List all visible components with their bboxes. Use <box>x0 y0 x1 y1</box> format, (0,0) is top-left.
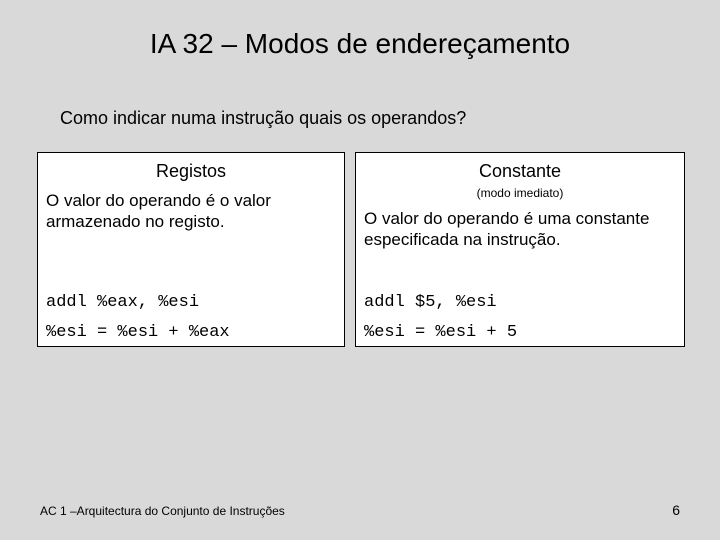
box-constante: Constante (modo imediato) O valor do ope… <box>355 152 685 347</box>
box-right-heading: Constante <box>356 161 684 182</box>
box-right-code2: %esi = %esi + 5 <box>364 323 517 342</box>
box-registos: Registos O valor do operando é o valor a… <box>37 152 345 347</box>
page-number: 6 <box>672 502 680 518</box>
box-right-sub: (modo imediato) <box>356 186 684 200</box>
slide-title: IA 32 – Modos de endereçamento <box>0 28 720 60</box>
box-left-desc: O valor do operando é o valor armazenado… <box>46 190 334 233</box>
box-right-desc: O valor do operando é uma constante espe… <box>364 208 674 251</box>
slide-subtitle: Como indicar numa instrução quais os ope… <box>60 108 466 129</box>
slide: IA 32 – Modos de endereçamento Como indi… <box>0 0 720 540</box>
footer-text: AC 1 –Arquitectura do Conjunto de Instru… <box>40 504 285 518</box>
box-left-code2: %esi = %esi + %eax <box>46 323 230 342</box>
box-left-code1: addl %eax, %esi <box>46 293 199 312</box>
box-left-heading: Registos <box>38 161 344 182</box>
box-right-code1: addl $5, %esi <box>364 293 497 312</box>
